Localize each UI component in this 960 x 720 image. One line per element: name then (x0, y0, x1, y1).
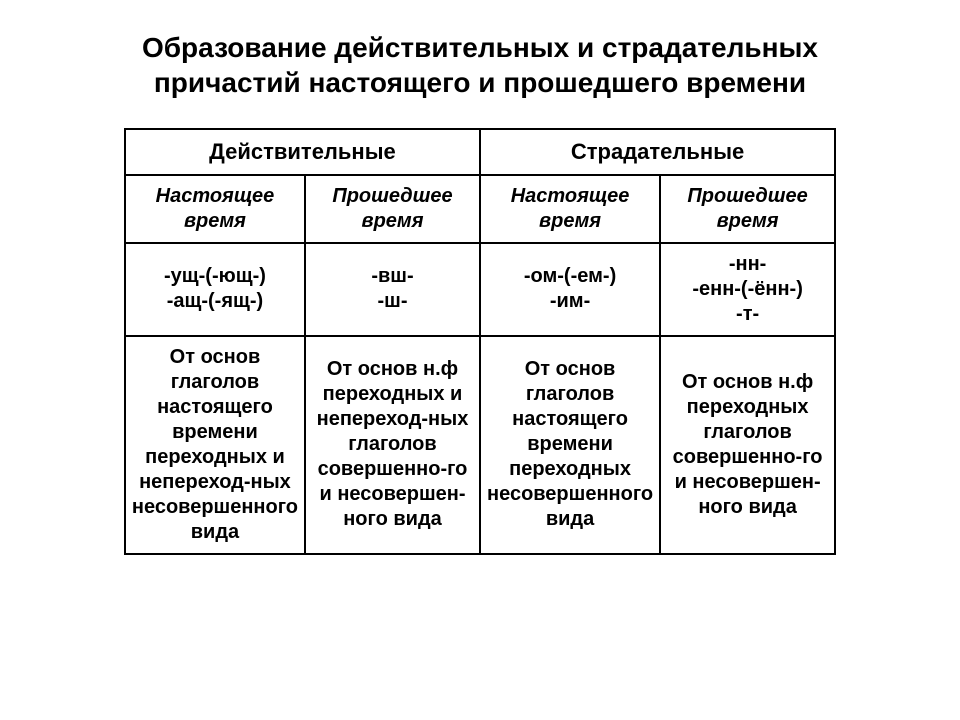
header-passive-present: Настоящее время (480, 175, 660, 243)
header-active-present: Настоящее время (125, 175, 305, 243)
page: Образование действительных и страдательн… (0, 0, 960, 720)
group-header-row: Действительные Страдательные (125, 129, 835, 175)
basis-active-past: От основ н.ф переходных и непереход-ных … (305, 336, 480, 554)
time-header-row: Настоящее время Прошедшее время Настояще… (125, 175, 835, 243)
header-active-past: Прошедшее время (305, 175, 480, 243)
suffix-passive-present: -ом-(-ем-) -им- (480, 243, 660, 336)
participle-table: Действительные Страдательные Настоящее в… (124, 128, 836, 555)
header-passive-past: Прошедшее время (660, 175, 835, 243)
basis-passive-past: От основ н.ф переходных глаголов соверше… (660, 336, 835, 554)
header-passive: Страдательные (480, 129, 835, 175)
header-active: Действительные (125, 129, 480, 175)
suffix-row: -ущ-(-ющ-) -ащ-(-ящ-) -вш- -ш- -ом-(-ем-… (125, 243, 835, 336)
basis-row: От основ глаголов настоящего времени пер… (125, 336, 835, 554)
suffix-passive-past: -нн- -енн-(-ённ-) -т- (660, 243, 835, 336)
basis-active-present: От основ глаголов настоящего времени пер… (125, 336, 305, 554)
suffix-active-past: -вш- -ш- (305, 243, 480, 336)
page-title: Образование действительных и страдательн… (70, 30, 890, 100)
basis-passive-present: От основ глаголов настоящего времени пер… (480, 336, 660, 554)
suffix-active-present: -ущ-(-ющ-) -ащ-(-ящ-) (125, 243, 305, 336)
